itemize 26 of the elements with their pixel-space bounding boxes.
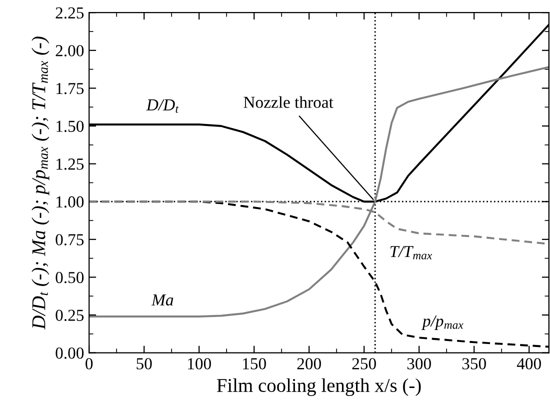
y-tick-label: 0.25	[56, 310, 84, 322]
x-tick-label: 350	[462, 358, 486, 370]
y-tick-label: 2.25	[56, 7, 84, 19]
x-tick-label: 100	[188, 358, 211, 370]
x-tick-label: 400	[516, 358, 541, 370]
y-tick-label: 1.00	[56, 196, 84, 208]
series-label: Ma	[151, 294, 174, 306]
y-tick-label: 0.50	[56, 272, 84, 284]
x-tick-label: 50	[136, 358, 152, 370]
y-tick-label: 1.75	[56, 82, 84, 94]
y-axis-title: D/D$_{t}$ (-); Ma (-); p/p$_{max}$ (-); T/T$_{max}$ (-)	[32, 36, 50, 330]
x-tick-label: 0	[86, 358, 93, 370]
series-label: T/T$_{max}$	[390, 246, 432, 260]
x-tick-label: 200	[297, 358, 321, 370]
x-axis-title: Film cooling length x/s (-)	[216, 378, 421, 396]
y-tick-label: 2.00	[56, 45, 84, 56]
y-tick-label: 1.25	[56, 158, 84, 170]
x-tick-label: 150	[243, 358, 266, 370]
y-tick-label: 1.50	[56, 120, 84, 132]
series-label: D/D$_{t}$	[146, 99, 179, 113]
x-tick-label: 250	[352, 358, 376, 370]
x-tick-label: 300	[407, 358, 431, 370]
series-label: p/p$_{max}$	[422, 315, 464, 330]
y-tick-label: 0.00	[56, 348, 84, 359]
annotation: Nozzle throat	[244, 96, 334, 108]
y-tick-label: 0.75	[56, 234, 84, 246]
